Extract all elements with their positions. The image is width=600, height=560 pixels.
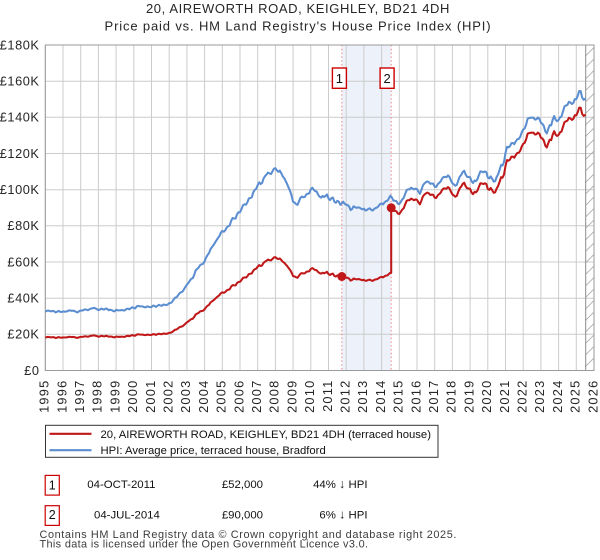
svg-text:1999: 1999: [107, 380, 122, 413]
svg-text:2000: 2000: [125, 380, 140, 413]
svg-text:2011: 2011: [320, 380, 335, 412]
svg-text:04-JUL-2014: 04-JUL-2014: [94, 509, 160, 521]
svg-text:2014: 2014: [373, 380, 388, 413]
svg-text:2021: 2021: [497, 380, 512, 413]
svg-text:£20K: £20K: [7, 327, 39, 342]
svg-text:6% ↓ HPI: 6% ↓ HPI: [319, 507, 367, 521]
svg-text:This data is licensed under th: This data is licensed under the Open Gov…: [40, 539, 369, 551]
svg-text:2005: 2005: [214, 380, 229, 413]
svg-text:20, AIREWORTH ROAD, KEIGHLEY,: 20, AIREWORTH ROAD, KEIGHLEY, BD21 4DH: [146, 1, 450, 16]
svg-text:£120K: £120K: [0, 146, 40, 161]
svg-text:HPI: Average price, terraced h: HPI: Average price, terraced house, Brad…: [101, 445, 326, 457]
svg-text:1998: 1998: [90, 380, 105, 413]
svg-text:£160K: £160K: [0, 74, 40, 89]
svg-text:2006: 2006: [231, 380, 246, 413]
svg-text:£0: £0: [24, 363, 39, 378]
svg-text:2: 2: [383, 71, 390, 86]
svg-text:1996: 1996: [54, 380, 69, 413]
svg-text:2004: 2004: [196, 380, 211, 413]
svg-text:2003: 2003: [178, 380, 193, 413]
svg-text:2026: 2026: [585, 380, 600, 413]
svg-text:£100K: £100K: [0, 182, 40, 197]
svg-text:2008: 2008: [267, 380, 282, 413]
svg-text:2022: 2022: [515, 380, 530, 413]
svg-text:2013: 2013: [355, 380, 370, 413]
svg-text:£140K: £140K: [0, 110, 40, 125]
svg-text:2016: 2016: [408, 380, 423, 413]
svg-text:04-OCT-2011: 04-OCT-2011: [87, 479, 155, 491]
svg-text:2019: 2019: [461, 380, 476, 413]
svg-text:2017: 2017: [426, 380, 441, 413]
svg-text:44% ↓ HPI: 44% ↓ HPI: [313, 477, 367, 491]
svg-text:1: 1: [49, 479, 56, 493]
svg-text:2002: 2002: [161, 380, 176, 413]
svg-text:£90,000: £90,000: [222, 509, 263, 521]
svg-text:20, AIREWORTH ROAD, KEIGHLEY,: 20, AIREWORTH ROAD, KEIGHLEY, BD21 4DH (…: [101, 429, 432, 441]
svg-text:2015: 2015: [391, 380, 406, 413]
svg-text:2023: 2023: [532, 380, 547, 413]
svg-text:1997: 1997: [72, 380, 87, 413]
svg-text:£180K: £180K: [0, 37, 40, 52]
svg-text:2007: 2007: [249, 380, 264, 413]
svg-text:£80K: £80K: [7, 218, 39, 233]
svg-text:2009: 2009: [284, 380, 299, 413]
svg-text:1: 1: [336, 71, 343, 86]
svg-text:2020: 2020: [479, 380, 494, 413]
svg-text:Price paid vs. HM Land Registr: Price paid vs. HM Land Registry's House …: [105, 19, 492, 34]
svg-text:£52,000: £52,000: [222, 479, 263, 491]
svg-text:1995: 1995: [37, 380, 52, 413]
svg-text:2012: 2012: [338, 380, 353, 413]
svg-text:£60K: £60K: [7, 254, 39, 269]
svg-text:2001: 2001: [143, 380, 158, 413]
svg-text:2018: 2018: [444, 380, 459, 413]
svg-text:2010: 2010: [302, 380, 317, 413]
svg-text:2: 2: [49, 508, 56, 522]
svg-text:2025: 2025: [568, 380, 583, 413]
svg-text:Contains HM Land Registry data: Contains HM Land Registry data © Crown c…: [40, 529, 457, 541]
svg-text:£40K: £40K: [7, 291, 39, 306]
svg-text:2024: 2024: [550, 380, 565, 413]
